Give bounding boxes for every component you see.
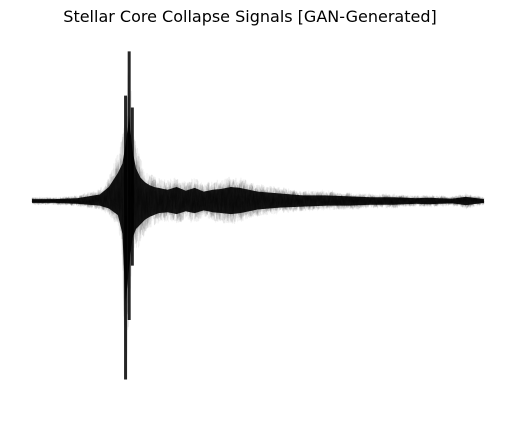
waveform-series: [31, 96, 485, 249]
waveform-series: [31, 137, 485, 361]
waveform-series: [31, 159, 485, 320]
waveform-series: [31, 74, 485, 275]
waveform-series: [31, 94, 485, 250]
waveform-series: [31, 108, 485, 257]
waveform-series: [31, 136, 485, 320]
waveform-series: [31, 136, 485, 352]
waveform-series: [31, 146, 485, 331]
series-layer: [31, 51, 485, 380]
waveform-core-band: [32, 116, 484, 302]
waveform-series: [31, 137, 485, 341]
waveform-series: [31, 146, 485, 314]
waveform-series: [31, 129, 485, 328]
waveform-series: [31, 138, 485, 347]
waveform-series: [31, 96, 485, 271]
chart-title: Stellar Core Collapse Signals [GAN-Gener…: [63, 7, 437, 26]
waveform-series: [31, 140, 485, 317]
waveform-series: [31, 140, 485, 306]
waveform-series: [31, 139, 485, 327]
waveform-series: [31, 133, 485, 313]
waveform-series: [31, 132, 485, 315]
